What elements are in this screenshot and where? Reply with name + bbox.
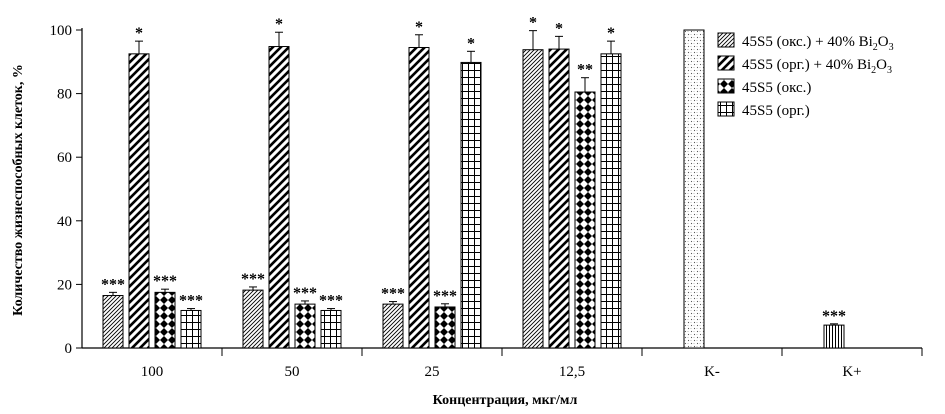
legend: 45S5 (окс.) + 40% Bi2O3 45S5 (орг.) + 40%… <box>717 32 894 119</box>
bar-series-2-3 <box>548 48 570 349</box>
significance-mark: *** <box>822 308 846 325</box>
legend-swatch-4 <box>717 101 735 117</box>
significance-mark: * <box>529 15 537 32</box>
significance-mark: *** <box>293 285 317 302</box>
bar-series-1-3 <box>522 49 544 349</box>
significance-mark: *** <box>433 288 457 305</box>
bar-series-3-3 <box>574 91 596 349</box>
bar-control-K- <box>683 29 705 349</box>
bar-series-2-0 <box>128 53 150 349</box>
x-axis-label: Концентрация, мкг/мл <box>433 393 578 408</box>
bar-control-K+ <box>823 324 845 349</box>
significance-mark: *** <box>319 293 343 310</box>
bar-series-1-2 <box>382 303 404 349</box>
significance-mark: *** <box>179 293 203 310</box>
significance-mark: * <box>607 25 615 42</box>
significance-mark: * <box>555 20 563 37</box>
bar-series-3-1 <box>294 303 316 349</box>
significance-mark: *** <box>381 286 405 303</box>
y-tick-label: 60 <box>57 150 72 166</box>
legend-swatch-1 <box>717 32 735 48</box>
bar-series-3-2 <box>434 306 456 349</box>
x-tick-label: 50 <box>285 364 300 380</box>
x-tick-label: K- <box>704 364 720 380</box>
bar-series-4-1 <box>320 309 342 349</box>
y-tick-label: 40 <box>57 214 72 230</box>
bar-series-2-1 <box>268 46 290 349</box>
legend-label-3: 45S5 (окс.) <box>742 80 811 96</box>
significance-mark: *** <box>241 271 265 288</box>
bar-series-4-0 <box>180 309 202 349</box>
significance-mark: * <box>135 25 143 42</box>
x-tick-label: 25 <box>425 364 440 380</box>
bar-series-4-3 <box>600 53 622 349</box>
legend-swatch-2 <box>717 55 735 71</box>
significance-mark: * <box>415 19 423 36</box>
significance-mark: *** <box>153 273 177 290</box>
significance-mark: * <box>467 35 475 52</box>
y-tick-label: 20 <box>57 277 72 293</box>
y-axis-label: Количество жизнеспособных клеток, % <box>11 64 26 316</box>
bar-series-4-2 <box>460 61 482 349</box>
x-tick-label: 100 <box>141 364 164 380</box>
significance-mark: * <box>275 16 283 33</box>
x-tick-label: 12,5 <box>559 364 585 380</box>
bar-series-1-0 <box>102 295 124 349</box>
y-tick-label: 0 <box>65 341 73 357</box>
bar-series-1-1 <box>242 289 264 349</box>
bar-series-2-2 <box>408 46 430 349</box>
legend-label-2: 45S5 (орг.) + 40% Bi2O3 <box>742 57 892 76</box>
legend-swatch-3 <box>717 78 735 94</box>
significance-mark: ** <box>577 62 593 79</box>
legend-label-4: 45S5 (орг.) <box>742 103 810 119</box>
bar-series-3-0 <box>154 291 176 349</box>
significance-mark: *** <box>101 276 125 293</box>
y-tick-label: 80 <box>57 87 72 103</box>
y-tick-label: 100 <box>50 23 73 39</box>
legend-label-1: 45S5 (окс.) + 40% Bi2O3 <box>742 34 894 53</box>
x-tick-label: K+ <box>842 364 861 380</box>
